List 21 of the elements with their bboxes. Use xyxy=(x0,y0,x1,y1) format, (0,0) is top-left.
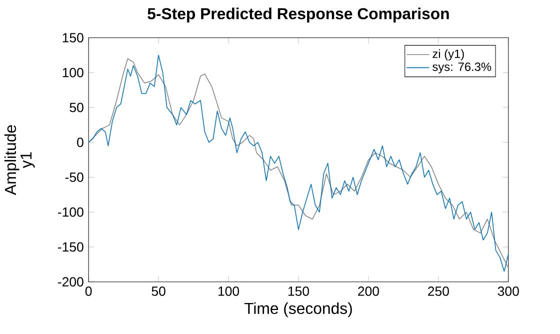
x-tick-label: 150 xyxy=(288,286,310,296)
y-tick-label: -50 xyxy=(65,172,84,182)
legend-label: sys: 76.3% xyxy=(432,62,492,74)
x-tick-label: 300 xyxy=(498,286,519,296)
x-tick-label: 100 xyxy=(218,286,240,296)
y-tick-label: 150 xyxy=(62,32,84,42)
y-tick-label: -200 xyxy=(58,276,84,286)
y-tick-label: -100 xyxy=(58,207,84,217)
y-tick-label: 100 xyxy=(62,68,84,78)
x-tick-label: 200 xyxy=(358,286,379,296)
x-tick-label: 50 xyxy=(152,286,166,296)
x-axis-title: Time (seconds) xyxy=(244,302,352,317)
x-tick-label: 0 xyxy=(85,286,92,296)
chart-title: 5-Step Predicted Response Comparison xyxy=(148,7,449,22)
y-tick-label: 0 xyxy=(77,137,84,147)
y-tick-label: 50 xyxy=(70,102,84,112)
legend-label: zi (y1) xyxy=(432,49,464,60)
text: y1 xyxy=(20,152,35,168)
y-tick-label: -150 xyxy=(58,242,84,252)
y-axis-title: Amplitude xyxy=(4,124,20,195)
x-tick-label: 250 xyxy=(428,286,449,296)
